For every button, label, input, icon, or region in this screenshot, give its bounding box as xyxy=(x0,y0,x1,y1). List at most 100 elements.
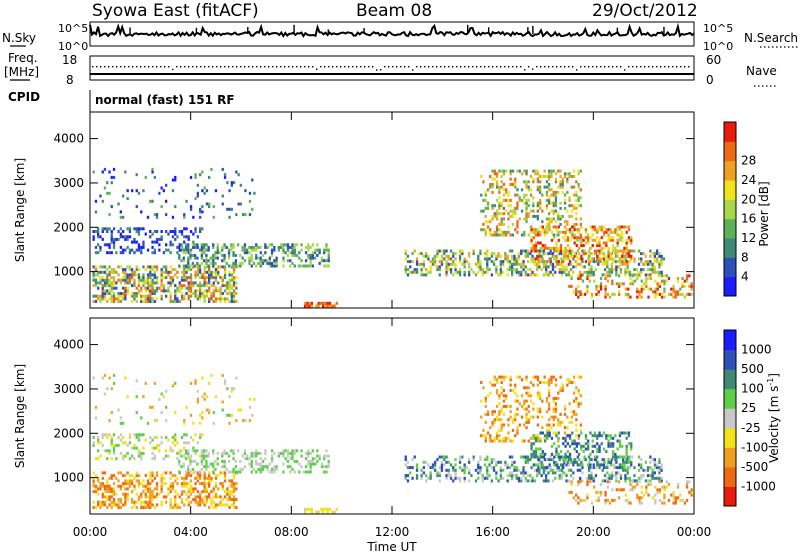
power-cell xyxy=(626,249,629,253)
power-cell xyxy=(415,270,419,274)
velocity-cell xyxy=(565,463,568,467)
power-cell xyxy=(605,241,608,245)
power-cell xyxy=(555,257,558,261)
power-cell xyxy=(484,233,487,237)
power-cell xyxy=(480,175,483,178)
velocity-cell xyxy=(187,471,190,475)
nave-dot xyxy=(684,66,686,68)
power-cell xyxy=(505,190,508,194)
velocity-cell xyxy=(495,471,498,475)
velocity-cell xyxy=(613,498,616,502)
velocity-cell xyxy=(543,381,546,384)
power-cell xyxy=(311,243,314,247)
nave-dot xyxy=(364,66,366,68)
power-cell xyxy=(502,169,505,173)
power-cell xyxy=(491,233,494,237)
power-cell xyxy=(658,282,662,286)
velocity-cell xyxy=(221,373,224,377)
velocity-cell xyxy=(110,476,113,480)
power-cell xyxy=(609,257,612,261)
velocity-cell xyxy=(552,407,555,411)
velocity-cell xyxy=(542,468,545,472)
velocity-cell xyxy=(246,457,249,461)
velocity-cell xyxy=(600,463,603,467)
velocity-cell xyxy=(532,463,535,467)
power-cell xyxy=(208,175,211,179)
power-cell xyxy=(178,264,181,268)
power-cell xyxy=(608,295,612,299)
power-cell xyxy=(592,273,595,277)
velocity-cell xyxy=(404,458,407,462)
power-cell xyxy=(579,188,582,192)
power-cell xyxy=(108,273,111,277)
power-cell xyxy=(201,227,204,231)
power-cell xyxy=(106,181,109,185)
power-cell xyxy=(239,261,242,265)
power-cell xyxy=(112,175,116,179)
velocity-cell xyxy=(550,375,553,379)
power-cell xyxy=(205,189,209,193)
velocity-cell xyxy=(557,423,560,427)
power-cell xyxy=(205,294,209,298)
power-cell xyxy=(653,260,656,264)
velocity-cell xyxy=(447,460,450,464)
velocity-cell xyxy=(117,436,120,439)
velocity-cell xyxy=(137,498,141,501)
power-cell xyxy=(514,228,517,232)
velocity-cell xyxy=(511,389,515,392)
power-cell xyxy=(124,235,127,239)
power-cell xyxy=(600,228,603,232)
power-cell xyxy=(552,169,555,173)
power-cell xyxy=(491,214,494,218)
power-cell xyxy=(406,268,410,272)
power-cell xyxy=(491,185,494,189)
velocity-cell xyxy=(124,482,127,486)
power-cell xyxy=(602,233,606,237)
power-cell xyxy=(484,206,487,210)
power-cell xyxy=(633,268,636,272)
velocity-cell xyxy=(92,482,95,486)
velocity-cell xyxy=(146,482,150,486)
nave-dot xyxy=(680,66,682,68)
power-cell xyxy=(676,290,680,294)
velocity-cell xyxy=(606,498,609,502)
power-cell xyxy=(511,270,514,274)
velocity-cell xyxy=(250,454,253,458)
power-cell xyxy=(534,257,538,261)
power-cell xyxy=(614,228,617,232)
power-cell xyxy=(579,274,582,278)
power-cell xyxy=(180,284,184,288)
velocity-cell xyxy=(286,449,290,453)
power-cell xyxy=(92,265,95,269)
velocity-cell xyxy=(572,399,576,403)
power-cell xyxy=(509,214,512,218)
power-cell xyxy=(635,268,638,272)
velocity-cell xyxy=(533,468,536,472)
velocity-cell xyxy=(579,428,582,432)
power-cell xyxy=(158,286,161,290)
velocity-cell xyxy=(122,441,125,445)
velocity-cell xyxy=(568,420,571,424)
power-cell xyxy=(264,251,267,255)
power-cell xyxy=(178,230,181,233)
velocity-cell xyxy=(169,500,172,504)
power-cell xyxy=(654,279,657,283)
velocity-cell xyxy=(583,458,586,462)
velocity-cell xyxy=(255,449,258,453)
velocity-cell xyxy=(307,470,310,474)
power-cell xyxy=(119,292,122,295)
power-cell xyxy=(165,268,168,272)
velocity-cell xyxy=(654,493,657,497)
power-cell xyxy=(192,281,195,285)
power-cell xyxy=(261,253,265,257)
power-cell xyxy=(516,188,519,192)
power-cell xyxy=(638,274,641,278)
velocity-cell xyxy=(548,391,551,395)
velocity-cell xyxy=(596,434,599,438)
velocity-cell xyxy=(200,459,203,463)
velocity-cell xyxy=(479,468,482,472)
power-cell xyxy=(566,177,569,181)
power-cell xyxy=(507,217,510,221)
power-cell xyxy=(533,273,536,277)
velocity-cell xyxy=(112,503,116,507)
